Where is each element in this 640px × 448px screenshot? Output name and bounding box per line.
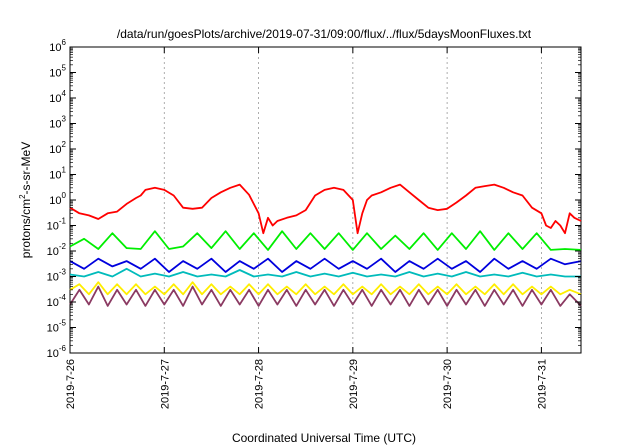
y-tick-label: 10-4: [47, 293, 67, 309]
y-tick-label: 103: [49, 115, 66, 131]
y-tick-label: 10-3: [47, 268, 67, 284]
x-tick-label: 2019-7-26: [65, 359, 77, 409]
y-tick-label: 10-5: [47, 319, 67, 335]
y-tick-label: 10-2: [47, 242, 67, 258]
plot-area: [69, 46, 582, 354]
series-layer: [69, 183, 582, 307]
grid-lines: [163, 47, 542, 353]
x-tick-label: 2019-7-27: [159, 359, 171, 409]
x-tick-label: 2019-7-29: [348, 359, 360, 409]
series-line-5: [69, 281, 582, 296]
y-tick-label: 101: [49, 166, 66, 182]
x-tick-label: 2019-7-31: [536, 359, 548, 409]
x-axis-label: Coordinated Universal Time (UTC): [232, 431, 416, 445]
axis-layer: 2019-7-26 2019-7-27 2019-7-28 2019-7-29 2019…: [47, 38, 581, 409]
series-line-3: [69, 257, 582, 273]
y-tick-label: 106: [49, 38, 66, 54]
y-tick-label: 104: [49, 89, 66, 105]
y-tick-label: 10-6: [47, 344, 67, 360]
x-tick-label: 2019-7-30: [442, 359, 454, 409]
y-axis-label: protons/cm2-s-sr-MeV: [18, 142, 33, 258]
chart-title: /data/run/goesPlots/archive/2019-07-31/0…: [117, 27, 532, 41]
y-tick-label: 100: [49, 191, 66, 207]
y-tick-label: 105: [49, 64, 66, 80]
series-line-4: [69, 267, 581, 278]
x-tick-label: 2019-7-28: [254, 359, 266, 409]
series-line-2: [69, 230, 582, 251]
series-line-6: [69, 285, 582, 307]
y-tick-label: 10-1: [47, 217, 67, 233]
series-line-1: [69, 183, 582, 235]
y-tick-label: 102: [49, 140, 66, 156]
